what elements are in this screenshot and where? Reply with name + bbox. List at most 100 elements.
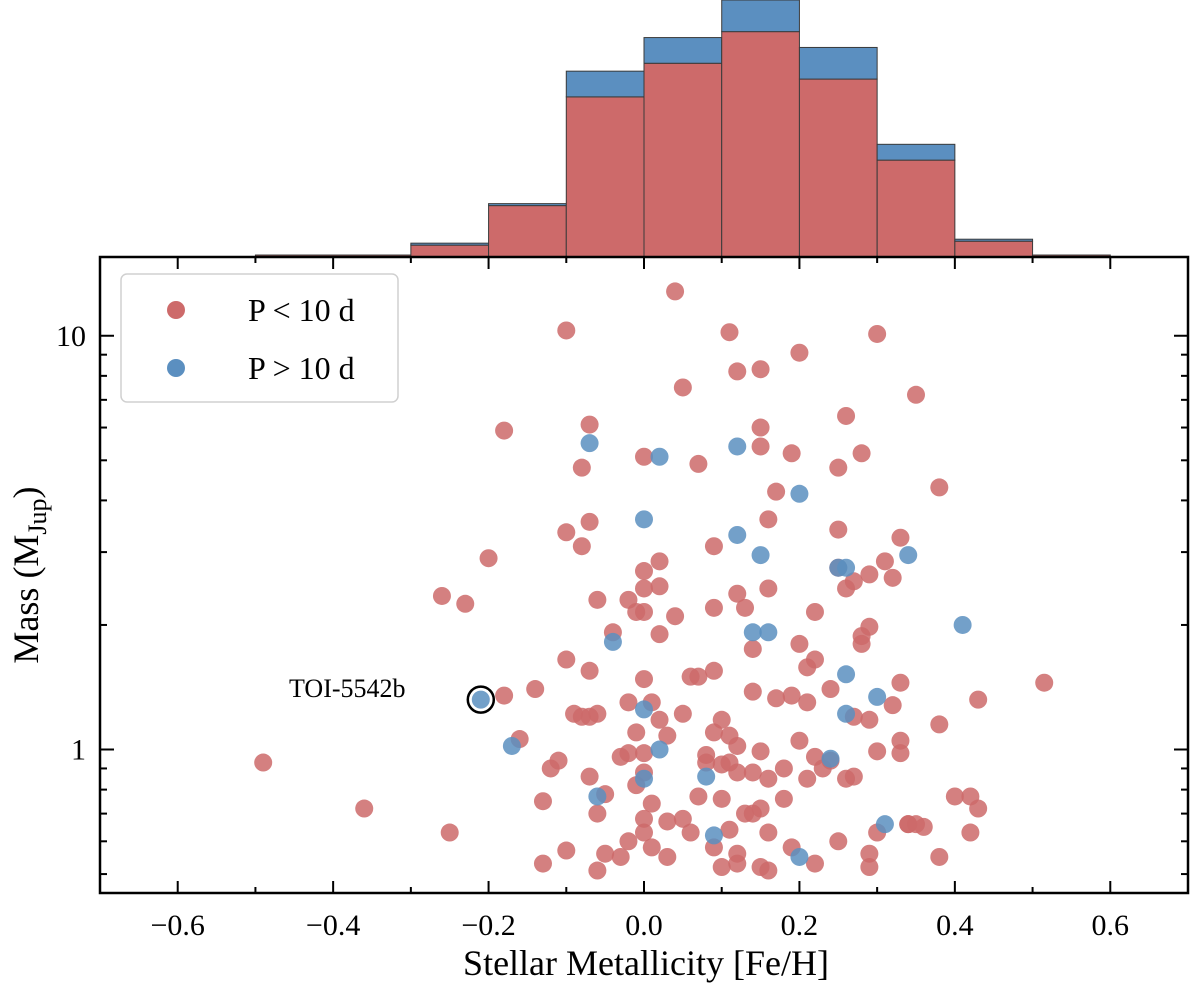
- point-short-period: [635, 447, 653, 466]
- point-long-period: [704, 826, 723, 845]
- point-short-period: [627, 723, 646, 742]
- point-short-period: [805, 650, 824, 669]
- point-short-period: [868, 742, 887, 761]
- point-short-period: [533, 792, 552, 811]
- point-short-period: [642, 838, 661, 857]
- point-long-period: [743, 623, 762, 642]
- point-short-period: [914, 817, 933, 836]
- point-short-period: [650, 710, 669, 729]
- hist-bar-long-period: [954, 238, 1034, 242]
- point-long-period: [728, 525, 747, 544]
- hist-bar-long-period: [410, 242, 490, 246]
- point-long-period: [790, 847, 809, 866]
- point-long-period: [837, 558, 856, 577]
- point-short-period: [798, 693, 817, 712]
- point-short-period: [860, 617, 879, 636]
- y-axis-label-main: Mass (M: [6, 535, 46, 664]
- annotation-label: TOI-5542b: [289, 674, 406, 703]
- point-short-period: [969, 690, 988, 709]
- legend-label-short-period: P < 10 d: [248, 292, 355, 328]
- point-long-period: [837, 704, 856, 723]
- point-short-period: [774, 759, 793, 778]
- point-short-period: [479, 549, 498, 568]
- point-short-period: [759, 510, 778, 529]
- point-short-period: [572, 537, 591, 556]
- legend-marker-long-period: [167, 359, 185, 377]
- point-long-period: [502, 736, 521, 755]
- toi-annotation: TOI-5542b: [289, 674, 496, 714]
- point-short-period: [619, 832, 638, 851]
- point-short-period: [891, 731, 910, 750]
- legend-marker-short-period: [167, 301, 185, 319]
- hist-bar-long-period: [488, 203, 567, 207]
- point-short-period: [650, 577, 669, 596]
- point-short-period: [658, 812, 677, 831]
- point-long-period: [635, 769, 653, 788]
- point-short-period: [782, 444, 801, 463]
- point-short-period: [751, 742, 770, 761]
- point-short-period: [720, 323, 739, 342]
- hist-bar-short-period: [954, 240, 1034, 258]
- point-short-period: [907, 385, 925, 404]
- point-long-period: [821, 749, 840, 768]
- y-axis-label-close: ): [6, 486, 46, 498]
- point-short-period: [969, 799, 988, 818]
- point-short-period: [557, 523, 576, 542]
- point-short-period: [930, 478, 949, 497]
- point-short-period: [526, 680, 545, 699]
- point-short-period: [689, 667, 708, 686]
- point-short-period: [666, 607, 685, 626]
- point-short-period: [673, 378, 692, 397]
- point-long-period: [790, 484, 809, 503]
- point-short-period: [728, 584, 747, 603]
- point-short-period: [650, 625, 669, 644]
- x-tick-label: −0.4: [306, 909, 360, 942]
- point-long-period: [868, 687, 887, 706]
- point-short-period: [440, 823, 459, 842]
- point-short-period: [456, 594, 475, 613]
- point-short-period: [728, 763, 747, 782]
- point-short-period: [961, 823, 980, 842]
- point-short-period: [860, 565, 879, 584]
- point-long-period: [471, 690, 490, 709]
- point-short-period: [736, 598, 755, 617]
- y-tick-label: 1: [71, 734, 86, 767]
- point-short-period: [767, 482, 786, 501]
- point-short-period: [883, 568, 902, 587]
- point-short-period: [790, 731, 809, 750]
- point-short-period: [254, 753, 273, 772]
- point-short-period: [837, 406, 856, 425]
- point-short-period: [829, 832, 848, 851]
- point-short-period: [945, 787, 964, 806]
- hist-bar-long-period: [798, 46, 878, 80]
- point-short-period: [596, 844, 615, 863]
- point-short-period: [635, 744, 653, 763]
- point-long-period: [603, 632, 622, 651]
- point-short-period: [712, 710, 731, 729]
- point-short-period: [860, 844, 879, 863]
- point-long-period: [697, 767, 716, 786]
- point-short-period: [860, 710, 879, 729]
- scatter-points: [254, 282, 1054, 880]
- point-short-period: [580, 512, 599, 531]
- point-short-period: [689, 787, 708, 806]
- point-short-period: [743, 763, 762, 782]
- point-short-period: [432, 586, 451, 605]
- point-short-period: [681, 823, 700, 842]
- point-short-period: [829, 458, 848, 477]
- legend: P < 10 d P > 10 d: [120, 273, 399, 403]
- point-short-period: [1035, 673, 1054, 692]
- point-long-period: [635, 510, 653, 529]
- point-short-period: [704, 537, 723, 556]
- point-short-period: [580, 767, 599, 786]
- point-short-period: [704, 598, 723, 617]
- point-short-period: [689, 454, 708, 473]
- point-long-period: [751, 546, 770, 565]
- point-short-period: [712, 858, 731, 877]
- point-short-period: [588, 590, 607, 609]
- point-short-period: [751, 360, 770, 379]
- point-short-period: [720, 820, 739, 839]
- point-short-period: [533, 854, 552, 873]
- x-tick-label: 0.6: [1092, 909, 1130, 942]
